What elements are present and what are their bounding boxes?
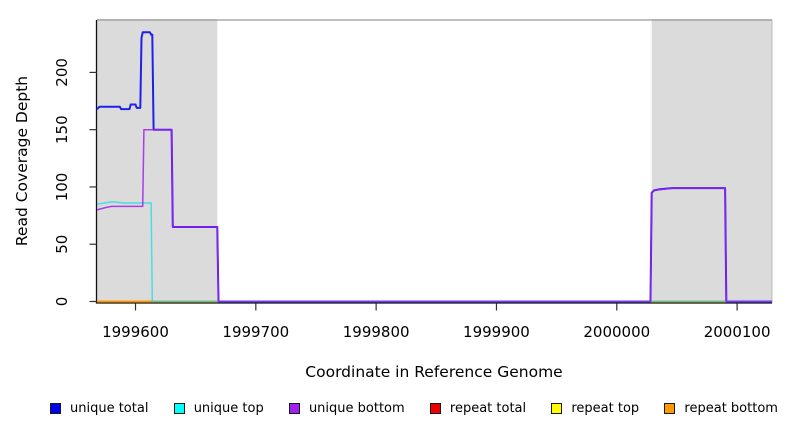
legend: unique total unique top unique bottom repea…: [0, 396, 792, 420]
legend-item-unique-total: unique total: [50, 402, 148, 415]
legend-label: unique top: [193, 400, 264, 416]
x-axis-ticks: 1999600 1999700 1999800 1999900 2000000 20001…: [102, 303, 771, 341]
legend-label: repeat bottom: [684, 400, 778, 416]
x-tick-label: 2000100: [704, 323, 771, 341]
series-line-group: [96, 31, 772, 303]
y-axis-title: Read Coverage Depth: [13, 76, 31, 246]
y-tick-label: 0: [53, 297, 71, 307]
legend-swatch-icon: [664, 402, 676, 414]
legend-swatch-icon: [288, 402, 300, 414]
legend-swatch-icon: [50, 402, 61, 414]
legend-label: unique total: [70, 400, 149, 416]
legend-swatch-icon: [173, 402, 185, 414]
legend-item-repeat-total: repeat total: [429, 400, 527, 416]
x-tick-label: 1999600: [102, 323, 169, 341]
legend-swatch-icon: [429, 402, 441, 414]
y-tick-label: 150: [53, 115, 71, 144]
legend-item-unique-bottom: unique bottom: [288, 400, 405, 416]
y-axis-ticks: 0 50 100 150 200: [53, 58, 97, 306]
x-tick-label: 2000000: [583, 323, 650, 341]
repeat-region: [651, 19, 772, 302]
legend-item-unique-top: unique top: [173, 400, 264, 416]
legend-label: repeat total: [449, 400, 527, 416]
repeat-region: [97, 19, 218, 302]
legend-label: unique bottom: [308, 400, 405, 416]
legend-item-repeat-bottom: repeat bottom: [664, 402, 778, 415]
x-axis-title: Coordinate in Reference Genome: [305, 363, 562, 381]
x-tick-label: 1999700: [222, 323, 289, 341]
y-tick-label: 100: [53, 173, 71, 202]
legend-item-repeat-top: repeat top: [551, 402, 639, 415]
repeat-region-group: [97, 19, 772, 302]
legend-swatch-icon: [551, 402, 563, 414]
x-tick-label: 1999800: [343, 323, 410, 341]
coverage-plot: 1999600 1999700 1999800 1999900 2000000 20001…: [13, 19, 773, 381]
y-tick-label: 200: [53, 58, 71, 87]
legend-label: repeat top: [571, 400, 640, 416]
y-tick-label: 50: [53, 235, 71, 254]
x-tick-label: 1999900: [463, 323, 530, 341]
series-line-unique-bottom: [96, 128, 772, 303]
